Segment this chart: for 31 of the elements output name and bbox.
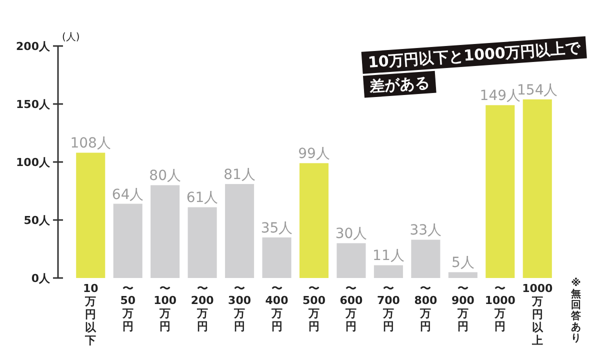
y-axis-title: (人) bbox=[62, 32, 80, 43]
value-label: 35人 bbox=[260, 220, 293, 236]
category-label: 〜200万円 bbox=[190, 282, 214, 333]
category-label: 〜800万円 bbox=[414, 282, 438, 333]
y-tick-label: 200人 bbox=[16, 40, 51, 53]
value-label: 11人 bbox=[372, 248, 404, 264]
category-label: 〜500万円 bbox=[302, 282, 326, 333]
value-label: 33人 bbox=[410, 222, 442, 239]
category-label: 〜400万円 bbox=[265, 282, 288, 333]
category-label: 10万円以下 bbox=[82, 282, 98, 347]
annotation: ※無回答あり bbox=[571, 278, 581, 344]
category-label: 1000万円以上 bbox=[522, 282, 553, 347]
category-label: 〜50万円 bbox=[120, 282, 136, 333]
value-label: 108人 bbox=[70, 136, 111, 152]
value-label: 99人 bbox=[298, 146, 330, 162]
category-label: 〜1000万円 bbox=[484, 282, 516, 333]
value-label: 80人 bbox=[149, 168, 181, 184]
y-tick-label: 50人 bbox=[24, 214, 51, 227]
y-tick-label: 150人 bbox=[16, 98, 51, 111]
category-label: 〜700万円 bbox=[376, 282, 400, 333]
value-label: 30人 bbox=[335, 226, 368, 242]
value-label: 64人 bbox=[112, 186, 144, 203]
y-tick-label: 0人 bbox=[31, 272, 51, 285]
category-label: 〜300万円 bbox=[228, 282, 252, 333]
y-tick-label: 100人 bbox=[16, 156, 51, 169]
category-label: 〜600万円 bbox=[340, 282, 363, 333]
value-label: 61人 bbox=[186, 190, 218, 206]
category-label: 〜100万円 bbox=[154, 282, 177, 333]
value-label: 5人 bbox=[451, 255, 474, 272]
category-label: 〜900万円 bbox=[451, 282, 474, 333]
value-label: 81人 bbox=[224, 167, 256, 184]
